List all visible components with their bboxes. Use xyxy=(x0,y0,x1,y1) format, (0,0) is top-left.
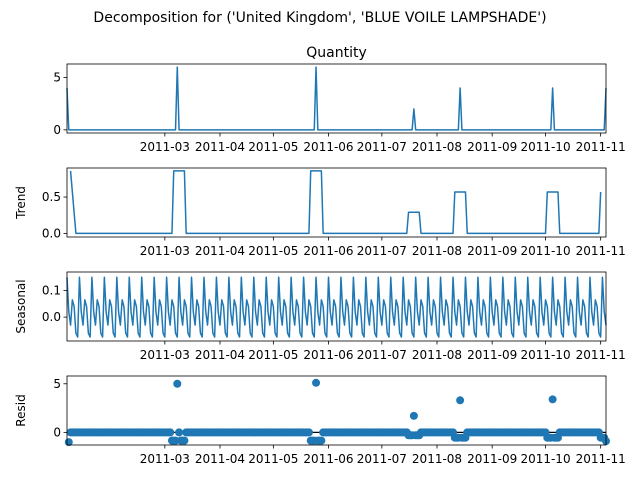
x-tick-label: 2011-05 xyxy=(248,244,298,258)
x-tick-label: 2011-08 xyxy=(412,452,462,466)
series-line xyxy=(69,170,602,235)
x-tick-label: 2011-04 xyxy=(195,452,245,466)
resid-point xyxy=(166,428,175,437)
y-tick-label: 0.0 xyxy=(42,310,61,324)
resid-point xyxy=(415,431,424,440)
resid-point xyxy=(180,436,189,445)
y-tick-label: 5 xyxy=(53,71,61,85)
resid-point xyxy=(317,436,326,445)
x-tick-label: 2011-04 xyxy=(195,244,245,258)
x-tick-label: 2011-09 xyxy=(467,348,517,362)
x-tick-label: 2011-11 xyxy=(576,244,626,258)
x-tick-label: 2011-03 xyxy=(140,140,190,154)
axes-frame xyxy=(66,375,607,446)
axes-frame xyxy=(66,167,607,238)
axes-frame xyxy=(66,271,607,342)
x-tick-label: 2011-03 xyxy=(140,244,190,258)
x-tick-label: 2011-08 xyxy=(412,140,462,154)
x-tick-label: 2011-05 xyxy=(248,348,298,362)
x-tick-label: 2011-09 xyxy=(467,140,517,154)
x-tick-label: 2011-06 xyxy=(303,244,353,258)
x-tick-label: 2011-03 xyxy=(140,348,190,362)
resid-point xyxy=(312,378,321,387)
x-tick-label: 2011-07 xyxy=(357,452,407,466)
y-tick-label: 0 xyxy=(53,123,61,137)
panel-3: 0.0 0.1 2011-03 2011-04 2011-05 2011-06 2011-0… xyxy=(14,271,626,362)
x-tick-label: 2011-07 xyxy=(357,348,407,362)
y-tick-label: 0.0 xyxy=(42,226,61,240)
resid-point xyxy=(456,396,465,405)
resid-point xyxy=(548,395,557,404)
resid-point xyxy=(461,433,470,442)
panel-title: Quantity xyxy=(306,45,367,61)
x-tick-label: 2011-09 xyxy=(467,244,517,258)
x-tick-label: 2011-04 xyxy=(195,140,245,154)
x-tick-label: 2011-10 xyxy=(520,452,570,466)
x-tick-label: 2011-10 xyxy=(520,140,570,154)
x-tick-label: 2011-10 xyxy=(520,348,570,362)
axes-frame xyxy=(66,63,607,134)
panel-2: 0.0 0.5 2011-03 2011-04 2011-05 2011-06 2011-0… xyxy=(14,167,626,258)
x-tick-label: 2011-11 xyxy=(576,140,626,154)
series-line xyxy=(66,66,607,131)
x-tick-label: 2011-05 xyxy=(248,140,298,154)
y-axis-label: Resid xyxy=(14,394,28,426)
x-tick-label: 2011-08 xyxy=(412,348,462,362)
x-tick-label: 2011-06 xyxy=(303,452,353,466)
x-tick-label: 2011-11 xyxy=(576,348,626,362)
resid-point xyxy=(553,433,562,442)
x-tick-label: 2011-03 xyxy=(140,452,190,466)
seasonal-line xyxy=(66,276,607,338)
resid-point xyxy=(304,428,313,437)
panel-1: 0 5 2011-03 2011-04 2011-05 2011-06 2011-07 201… xyxy=(53,45,625,154)
x-tick-label: 2011-09 xyxy=(467,452,517,466)
resid-point xyxy=(173,379,182,388)
figure-suptitle: Decomposition for ('United Kingdom', 'BL… xyxy=(93,10,546,26)
x-tick-label: 2011-04 xyxy=(195,348,245,362)
resid-point xyxy=(175,428,184,437)
y-tick-label: 0.5 xyxy=(42,190,61,204)
x-tick-label: 2011-05 xyxy=(248,452,298,466)
resid-point xyxy=(409,411,418,420)
x-tick-label: 2011-07 xyxy=(357,244,407,258)
x-tick-label: 2011-07 xyxy=(357,140,407,154)
panel-4: 0 5 2011-03 2011-04 2011-05 2011-06 2011-07 201… xyxy=(14,375,626,466)
y-tick-label: 0 xyxy=(53,425,61,439)
x-tick-label: 2011-08 xyxy=(412,244,462,258)
y-tick-label: 0.1 xyxy=(42,284,61,298)
x-tick-label: 2011-06 xyxy=(303,348,353,362)
x-tick-label: 2011-10 xyxy=(520,244,570,258)
y-axis-label: Seasonal xyxy=(14,279,28,333)
y-tick-label: 5 xyxy=(53,377,61,391)
x-tick-label: 2011-06 xyxy=(303,140,353,154)
y-axis-label: Trend xyxy=(14,186,28,220)
x-tick-label: 2011-11 xyxy=(576,452,626,466)
